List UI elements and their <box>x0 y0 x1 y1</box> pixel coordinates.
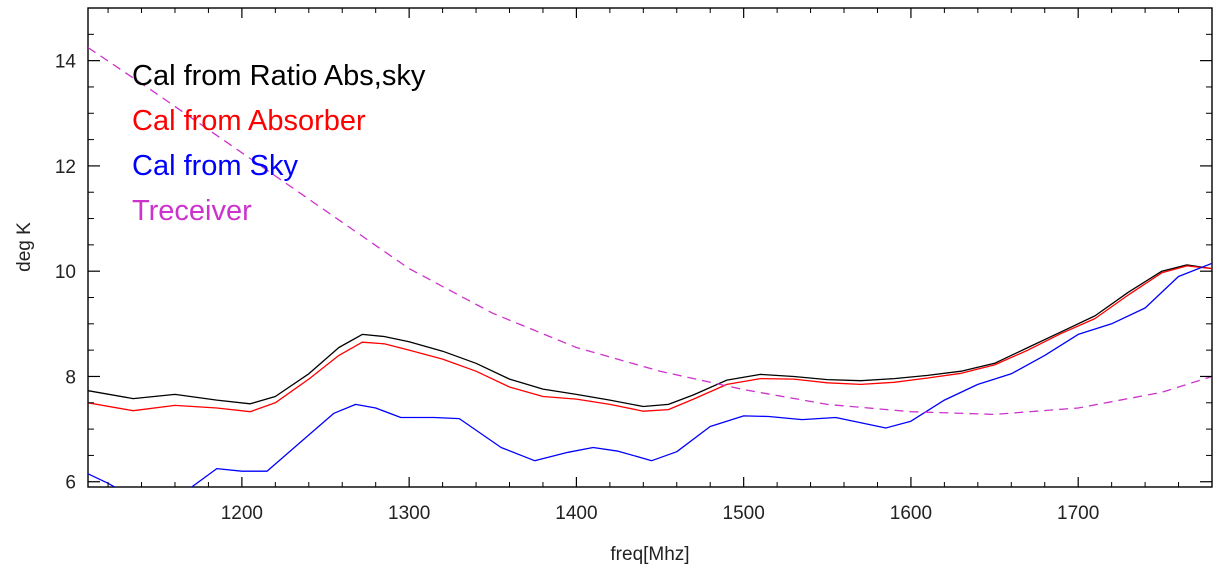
y-tick-label: 8 <box>65 367 76 388</box>
x-tick-label: 1700 <box>1057 503 1099 524</box>
x-tick-label: 1500 <box>723 503 765 524</box>
series-line-2 <box>88 262 1212 487</box>
series-line-3 <box>88 46 1212 416</box>
x-tick-label: 1600 <box>890 503 932 524</box>
y-tick-label: 14 <box>55 52 77 73</box>
series-layer <box>88 46 1212 487</box>
x-tick-label: 1400 <box>555 503 597 524</box>
legend-entry-3: Treceiver <box>132 195 252 227</box>
legend: Cal from Ratio Abs,sky Cal from Absorber C… <box>132 60 426 227</box>
legend-entry-2: Cal from Sky <box>132 150 298 182</box>
y-axis-label: deg K <box>14 222 35 272</box>
legend-entry-1: Cal from Absorber <box>132 105 366 137</box>
x-tick-label: 1200 <box>221 503 263 524</box>
plot-frame <box>87 7 1213 488</box>
x-axis-label: freq[Mhz] <box>610 544 689 565</box>
x-ticks: 1200 1300 1400 1500 1600 1700 <box>107 8 1213 524</box>
y-tick-label: 10 <box>55 262 76 283</box>
y-tick-label: 6 <box>65 473 76 494</box>
legend-entry-0: Cal from Ratio Abs,sky <box>132 60 426 92</box>
series-line-0 <box>88 264 1212 408</box>
y-ticks: 6 8 10 12 14 <box>55 7 1212 494</box>
x-tick-label: 1300 <box>388 503 430 524</box>
series-line-1 <box>88 265 1212 413</box>
y-tick-label: 12 <box>55 157 76 178</box>
